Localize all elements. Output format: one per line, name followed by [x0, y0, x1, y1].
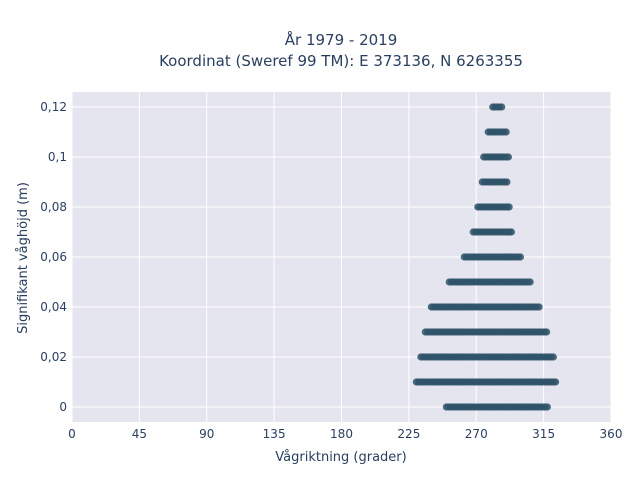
data-point [543, 403, 551, 411]
data-point [543, 328, 551, 336]
x-tick-label: 90 [199, 427, 214, 441]
x-tick-label: 45 [132, 427, 147, 441]
y-axis-title: Signifikant våghöjd (m) [16, 182, 31, 334]
x-tick-label: 135 [263, 427, 286, 441]
y-tick-label: 0,06 [40, 250, 67, 264]
y-tick-labels: 0 0,02 0,04 0,06 0,08 0,1 0,12 [40, 100, 67, 414]
x-tick-label: 180 [330, 427, 353, 441]
data-points [412, 103, 560, 411]
data-point [504, 153, 513, 161]
x-tick-label: 360 [600, 427, 623, 441]
x-tick-labels: 0 45 90 135 180 225 270 315 360 [68, 427, 622, 441]
data-point [549, 353, 557, 361]
y-tick-label: 0,02 [40, 350, 67, 364]
data-point [503, 178, 511, 186]
data-point [516, 253, 525, 261]
data-point [552, 378, 560, 386]
x-tick-label: 315 [532, 427, 555, 441]
data-point [526, 278, 534, 286]
x-axis-title: Vågriktning (grader) [275, 450, 406, 465]
data-point [505, 203, 513, 211]
data-point [498, 103, 506, 111]
data-point [502, 128, 510, 136]
y-tick-label: 0,08 [40, 200, 67, 214]
x-tick-label: 225 [397, 427, 420, 441]
data-point [535, 303, 543, 311]
y-tick-label: 0,1 [48, 150, 67, 164]
chart-title-line-2: Koordinat (Sweref 99 TM): E 373136, N 62… [159, 52, 523, 70]
x-tick-label: 270 [465, 427, 488, 441]
data-point [507, 228, 516, 236]
y-tick-label: 0,04 [40, 300, 67, 314]
y-tick-label: 0 [59, 400, 67, 414]
y-tick-label: 0,12 [40, 100, 67, 114]
chart-title-line-1: År 1979 - 2019 [285, 30, 398, 49]
x-tick-label: 0 [68, 427, 76, 441]
